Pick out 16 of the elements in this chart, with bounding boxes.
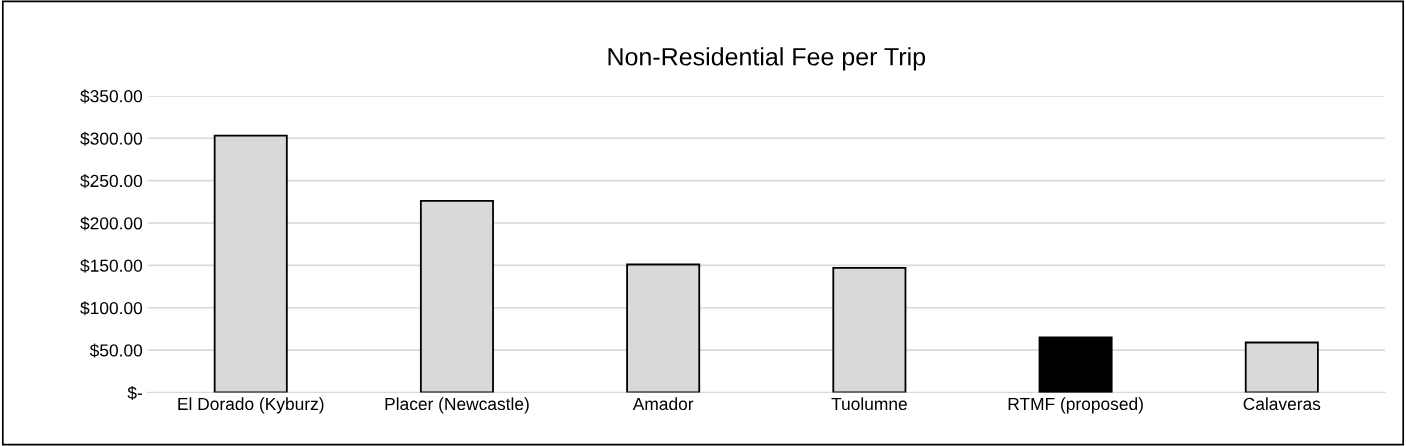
y-tick-label: $150.00 (80, 258, 143, 273)
y-tick-label: $- (127, 385, 142, 400)
y-tick-label: $100.00 (80, 301, 143, 316)
x-tick-label: El Dorado (Kyburz) (178, 397, 324, 414)
y-tick-label: $350.00 (80, 89, 143, 104)
x-tick-label: Tuolumne (831, 397, 907, 411)
chart-title: Non-Residential Fee per Trip (608, 47, 926, 71)
x-tick-label: Calaveras (1243, 397, 1321, 411)
y-tick-label: $250.00 (80, 174, 143, 189)
y-tick-label: $300.00 (80, 131, 143, 146)
y-tick-label: $200.00 (80, 216, 143, 231)
x-tick-label: Amador (632, 397, 694, 411)
bar (1038, 336, 1113, 393)
x-tick-label: Placer (Newcastle) (385, 397, 529, 414)
y-tick-label: $50.00 (89, 343, 143, 358)
x-tick-label: RTMF (proposed) (1008, 397, 1143, 414)
